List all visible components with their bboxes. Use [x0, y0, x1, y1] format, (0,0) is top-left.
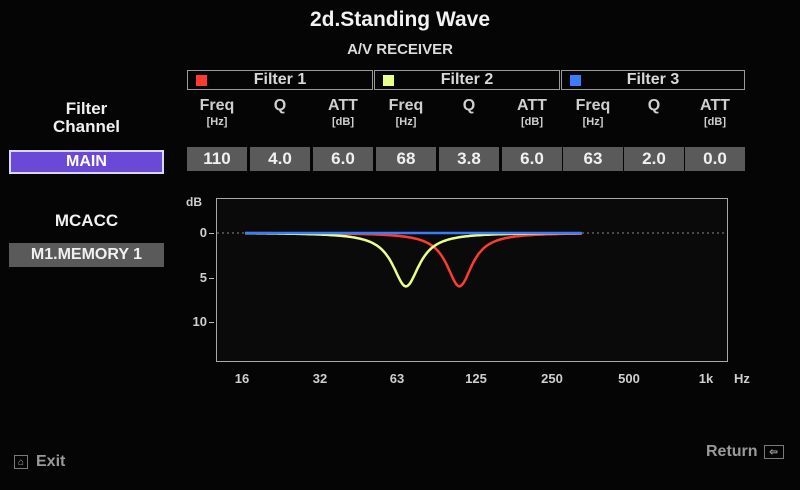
y-tick-mark-10 [209, 322, 214, 323]
y-tick-mark-0 [209, 233, 214, 234]
filter-1-swatch [196, 75, 207, 86]
filter-1-q-value[interactable]: 4.0 [250, 147, 310, 171]
x-tick-16: 16 [234, 371, 250, 386]
y-tick-10: 10 [192, 314, 207, 329]
filter-2-freq-value[interactable]: 68 [376, 147, 436, 171]
y-tick-5: 5 [199, 270, 207, 285]
filter-3-freq-value[interactable]: 63 [563, 147, 623, 171]
col-head-q-1: Q [273, 97, 287, 114]
x-tick-32: 32 [312, 371, 328, 386]
filter-2-header: Filter 2 [374, 70, 560, 90]
x-axis-unit: Hz [734, 371, 750, 386]
x-tick-250: 250 [541, 371, 563, 386]
x-tick-1k: 1k [698, 371, 714, 386]
eq-chart [217, 231, 727, 288]
filter-1-att-value[interactable]: 6.0 [313, 147, 373, 171]
mcacc-label: MCACC [54, 211, 119, 230]
page-title: 2d.Standing Wave [309, 8, 491, 31]
filter-2-swatch [383, 75, 394, 86]
col-head-att-3: ATT [dB] [700, 97, 730, 129]
x-tick-63: 63 [389, 371, 405, 386]
col-head-freq-3: Freq [Hz] [575, 97, 611, 129]
col-head-freq-1: Freq [Hz] [199, 97, 235, 129]
return-button[interactable]: Return ⇦ [706, 443, 784, 461]
mcacc-memory-button[interactable]: M1.MEMORY 1 [9, 243, 164, 267]
col-head-att-1: ATT [dB] [328, 97, 358, 129]
filter-2-q-value[interactable]: 3.8 [439, 147, 499, 171]
return-icon: ⇦ [763, 445, 784, 459]
filter-channel-label: Filter Channel [52, 99, 121, 136]
y-tick-mark-5 [209, 278, 214, 279]
filter-2-att-value[interactable]: 6.0 [502, 147, 562, 171]
x-tick-125: 125 [465, 371, 487, 386]
eq-chart-frame [216, 198, 728, 362]
filter-2-label: Filter 2 [440, 71, 494, 88]
filter-1-header: Filter 1 [187, 70, 373, 90]
chart-y-axis-label: dB [186, 195, 202, 209]
return-label: Return [706, 443, 758, 460]
exit-button[interactable]: ⌂ Exit [14, 453, 65, 471]
exit-label: Exit [36, 453, 66, 470]
filter-3-att-value[interactable]: 0.0 [685, 147, 745, 171]
filter-3-header: Filter 3 [561, 70, 745, 90]
channel-select-button[interactable]: MAIN [9, 150, 164, 174]
col-head-freq-2: Freq [Hz] [388, 97, 424, 129]
col-head-att-2: ATT [dB] [517, 97, 547, 129]
filter-1-freq-value[interactable]: 110 [187, 147, 247, 171]
filter-3-q-value[interactable]: 2.0 [624, 147, 684, 171]
x-tick-500: 500 [618, 371, 640, 386]
y-tick-0: 0 [199, 225, 207, 240]
col-head-q-2: Q [462, 97, 476, 114]
filter-3-swatch [570, 75, 581, 86]
page-subtitle: A/V RECEIVER [347, 41, 453, 58]
home-icon: ⌂ [14, 455, 28, 469]
filter-3-label: Filter 3 [626, 71, 680, 88]
col-head-q-3: Q [647, 97, 661, 114]
filter-2-curve [245, 231, 582, 288]
filter-1-label: Filter 1 [253, 71, 307, 88]
